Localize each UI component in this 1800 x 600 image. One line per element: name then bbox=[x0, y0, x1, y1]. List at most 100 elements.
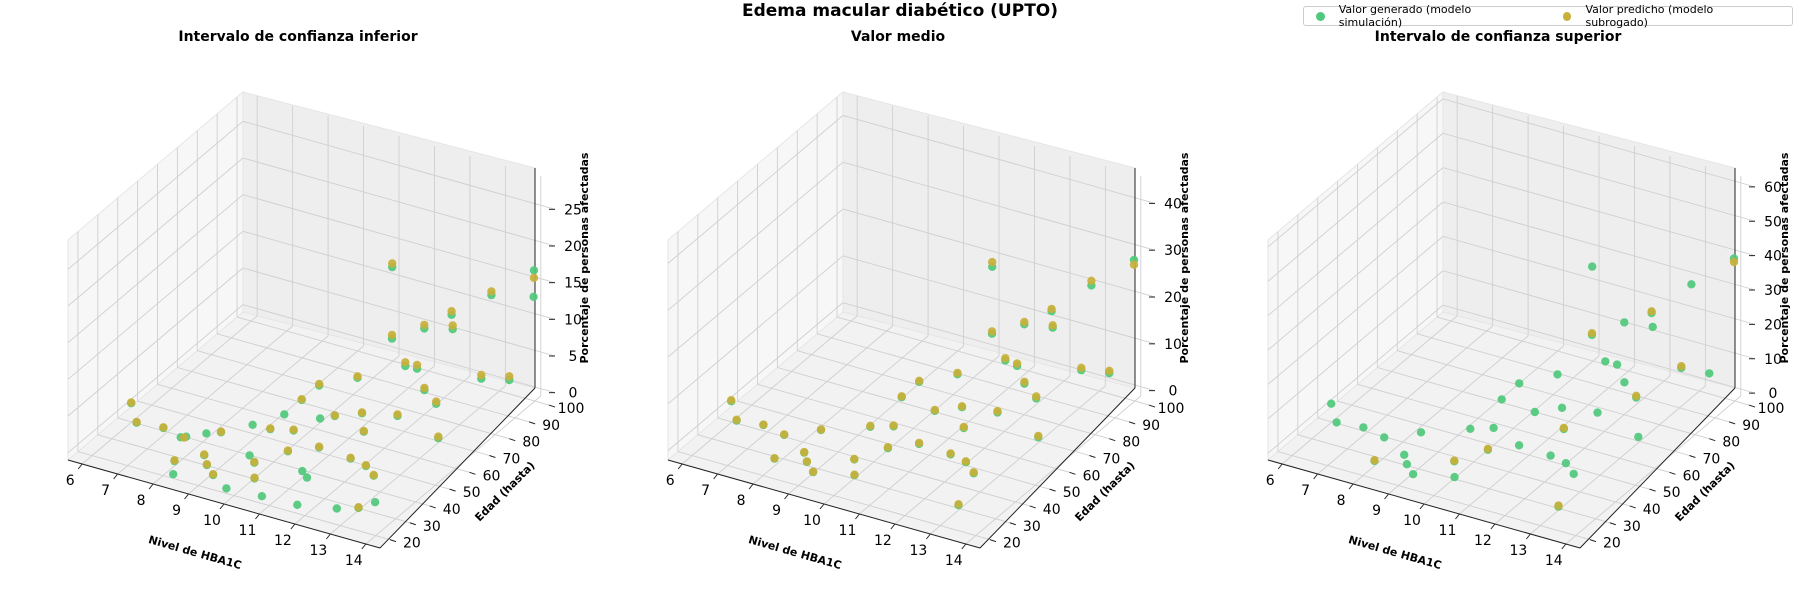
x-grid-line bbox=[1317, 325, 1493, 475]
data-point bbox=[959, 422, 968, 432]
x-tick-label: 8 bbox=[1337, 493, 1346, 509]
y-tick-label: 30 bbox=[1623, 519, 1641, 535]
y-tick-mark bbox=[1049, 488, 1056, 492]
data-point bbox=[1620, 378, 1629, 387]
x-tick-label: 13 bbox=[1509, 543, 1527, 559]
data-point bbox=[727, 396, 736, 405]
data-point bbox=[266, 424, 275, 433]
data-point bbox=[387, 330, 397, 340]
x-tick-mark bbox=[890, 523, 896, 530]
x-tick-label: 11 bbox=[1439, 523, 1457, 539]
data-point bbox=[1612, 360, 1622, 369]
x-grid-line bbox=[752, 335, 929, 485]
z-tick-label: 5 bbox=[569, 349, 578, 365]
x-tick-label: 9 bbox=[1372, 503, 1381, 519]
data-point bbox=[1105, 366, 1114, 375]
z-grid-line bbox=[667, 208, 844, 358]
y-grid-line bbox=[717, 417, 1030, 507]
data-point bbox=[759, 420, 768, 429]
data-point bbox=[357, 408, 367, 417]
data-point bbox=[866, 421, 875, 430]
x-tick-mark bbox=[1561, 543, 1567, 550]
x-axis-label: Nivel de HBA1C bbox=[147, 533, 243, 572]
x-tick-mark bbox=[1525, 533, 1531, 540]
z-tick-label: 25 bbox=[564, 202, 582, 218]
y-grid-line bbox=[817, 333, 1130, 423]
z-tick-label: 40 bbox=[1164, 196, 1182, 212]
z-grid-line bbox=[1267, 132, 1444, 282]
data-point bbox=[1129, 260, 1139, 269]
data-point bbox=[1020, 377, 1029, 386]
figure-title: Edema macular diabético (UPTO) bbox=[741, 1, 1059, 21]
z-grid-line bbox=[1267, 270, 1444, 420]
data-point bbox=[1620, 318, 1629, 327]
y-tick-mark bbox=[1609, 522, 1616, 526]
x-tick-label: 7 bbox=[701, 483, 710, 499]
x-grid-line bbox=[788, 345, 964, 495]
z-tick-label: 0 bbox=[569, 386, 578, 402]
y-tick-mark bbox=[1089, 455, 1096, 458]
data-point bbox=[1546, 451, 1555, 460]
x-grid-line bbox=[823, 355, 1000, 505]
x-grid-line bbox=[188, 345, 364, 495]
data-point bbox=[420, 383, 429, 393]
data-point bbox=[477, 370, 486, 380]
y-tick-label: 90 bbox=[1742, 418, 1760, 434]
data-point bbox=[487, 287, 496, 296]
z-grid-line bbox=[667, 115, 844, 264]
x-tick-mark bbox=[184, 493, 189, 500]
x-tick-label: 10 bbox=[203, 513, 221, 529]
z-grid-line bbox=[667, 161, 844, 311]
z-tick-label: 15 bbox=[564, 276, 582, 292]
data-point bbox=[298, 466, 307, 476]
series-2 bbox=[1370, 257, 1739, 510]
y-grid-line bbox=[1277, 451, 1591, 541]
x-tick-label: 8 bbox=[737, 493, 746, 509]
x-grid-line bbox=[117, 325, 293, 475]
data-point bbox=[289, 425, 298, 434]
y-tick-mark bbox=[1109, 438, 1116, 442]
data-point bbox=[1450, 472, 1459, 482]
x-tick-mark bbox=[255, 513, 260, 520]
data-point bbox=[127, 398, 136, 407]
data-point bbox=[1561, 459, 1571, 468]
y-tick-mark bbox=[1069, 471, 1076, 475]
x-grid-line bbox=[1388, 345, 1564, 495]
data-point bbox=[1400, 450, 1409, 459]
data-point bbox=[1705, 369, 1714, 378]
data-point bbox=[388, 259, 397, 268]
data-point bbox=[529, 266, 539, 275]
data-point bbox=[1569, 469, 1578, 479]
data-point bbox=[1001, 354, 1010, 363]
data-point bbox=[946, 449, 955, 458]
y-tick-label: 20 bbox=[403, 536, 421, 552]
x-tick-label: 13 bbox=[909, 543, 927, 559]
y-tick-mark bbox=[1128, 421, 1136, 425]
x-tick-label: 14 bbox=[1545, 553, 1563, 569]
x-tick-mark bbox=[713, 473, 719, 480]
y-tick-mark bbox=[548, 404, 556, 408]
data-point bbox=[314, 442, 324, 451]
y-tick-label: 80 bbox=[522, 435, 540, 451]
data-point bbox=[1077, 363, 1086, 372]
data-point bbox=[250, 473, 259, 482]
z-grid-line bbox=[242, 157, 556, 247]
data-point bbox=[1450, 456, 1459, 465]
data-point bbox=[1416, 428, 1426, 437]
data-point bbox=[1380, 433, 1389, 442]
z-grid-line bbox=[1267, 236, 1444, 385]
data-point bbox=[800, 447, 809, 457]
x-grid-line bbox=[294, 375, 471, 525]
y-tick-label: 60 bbox=[1083, 468, 1101, 484]
x-tick-mark bbox=[1455, 513, 1460, 520]
data-point bbox=[953, 368, 962, 378]
data-point bbox=[354, 503, 363, 512]
x-tick-mark bbox=[1490, 523, 1496, 530]
y-tick-mark bbox=[509, 438, 516, 442]
z-grid-line bbox=[667, 302, 844, 451]
data-point bbox=[250, 457, 259, 467]
z-grid-line bbox=[1442, 304, 1756, 394]
y-grid-line bbox=[117, 417, 430, 507]
y-grid-line bbox=[1417, 333, 1730, 423]
